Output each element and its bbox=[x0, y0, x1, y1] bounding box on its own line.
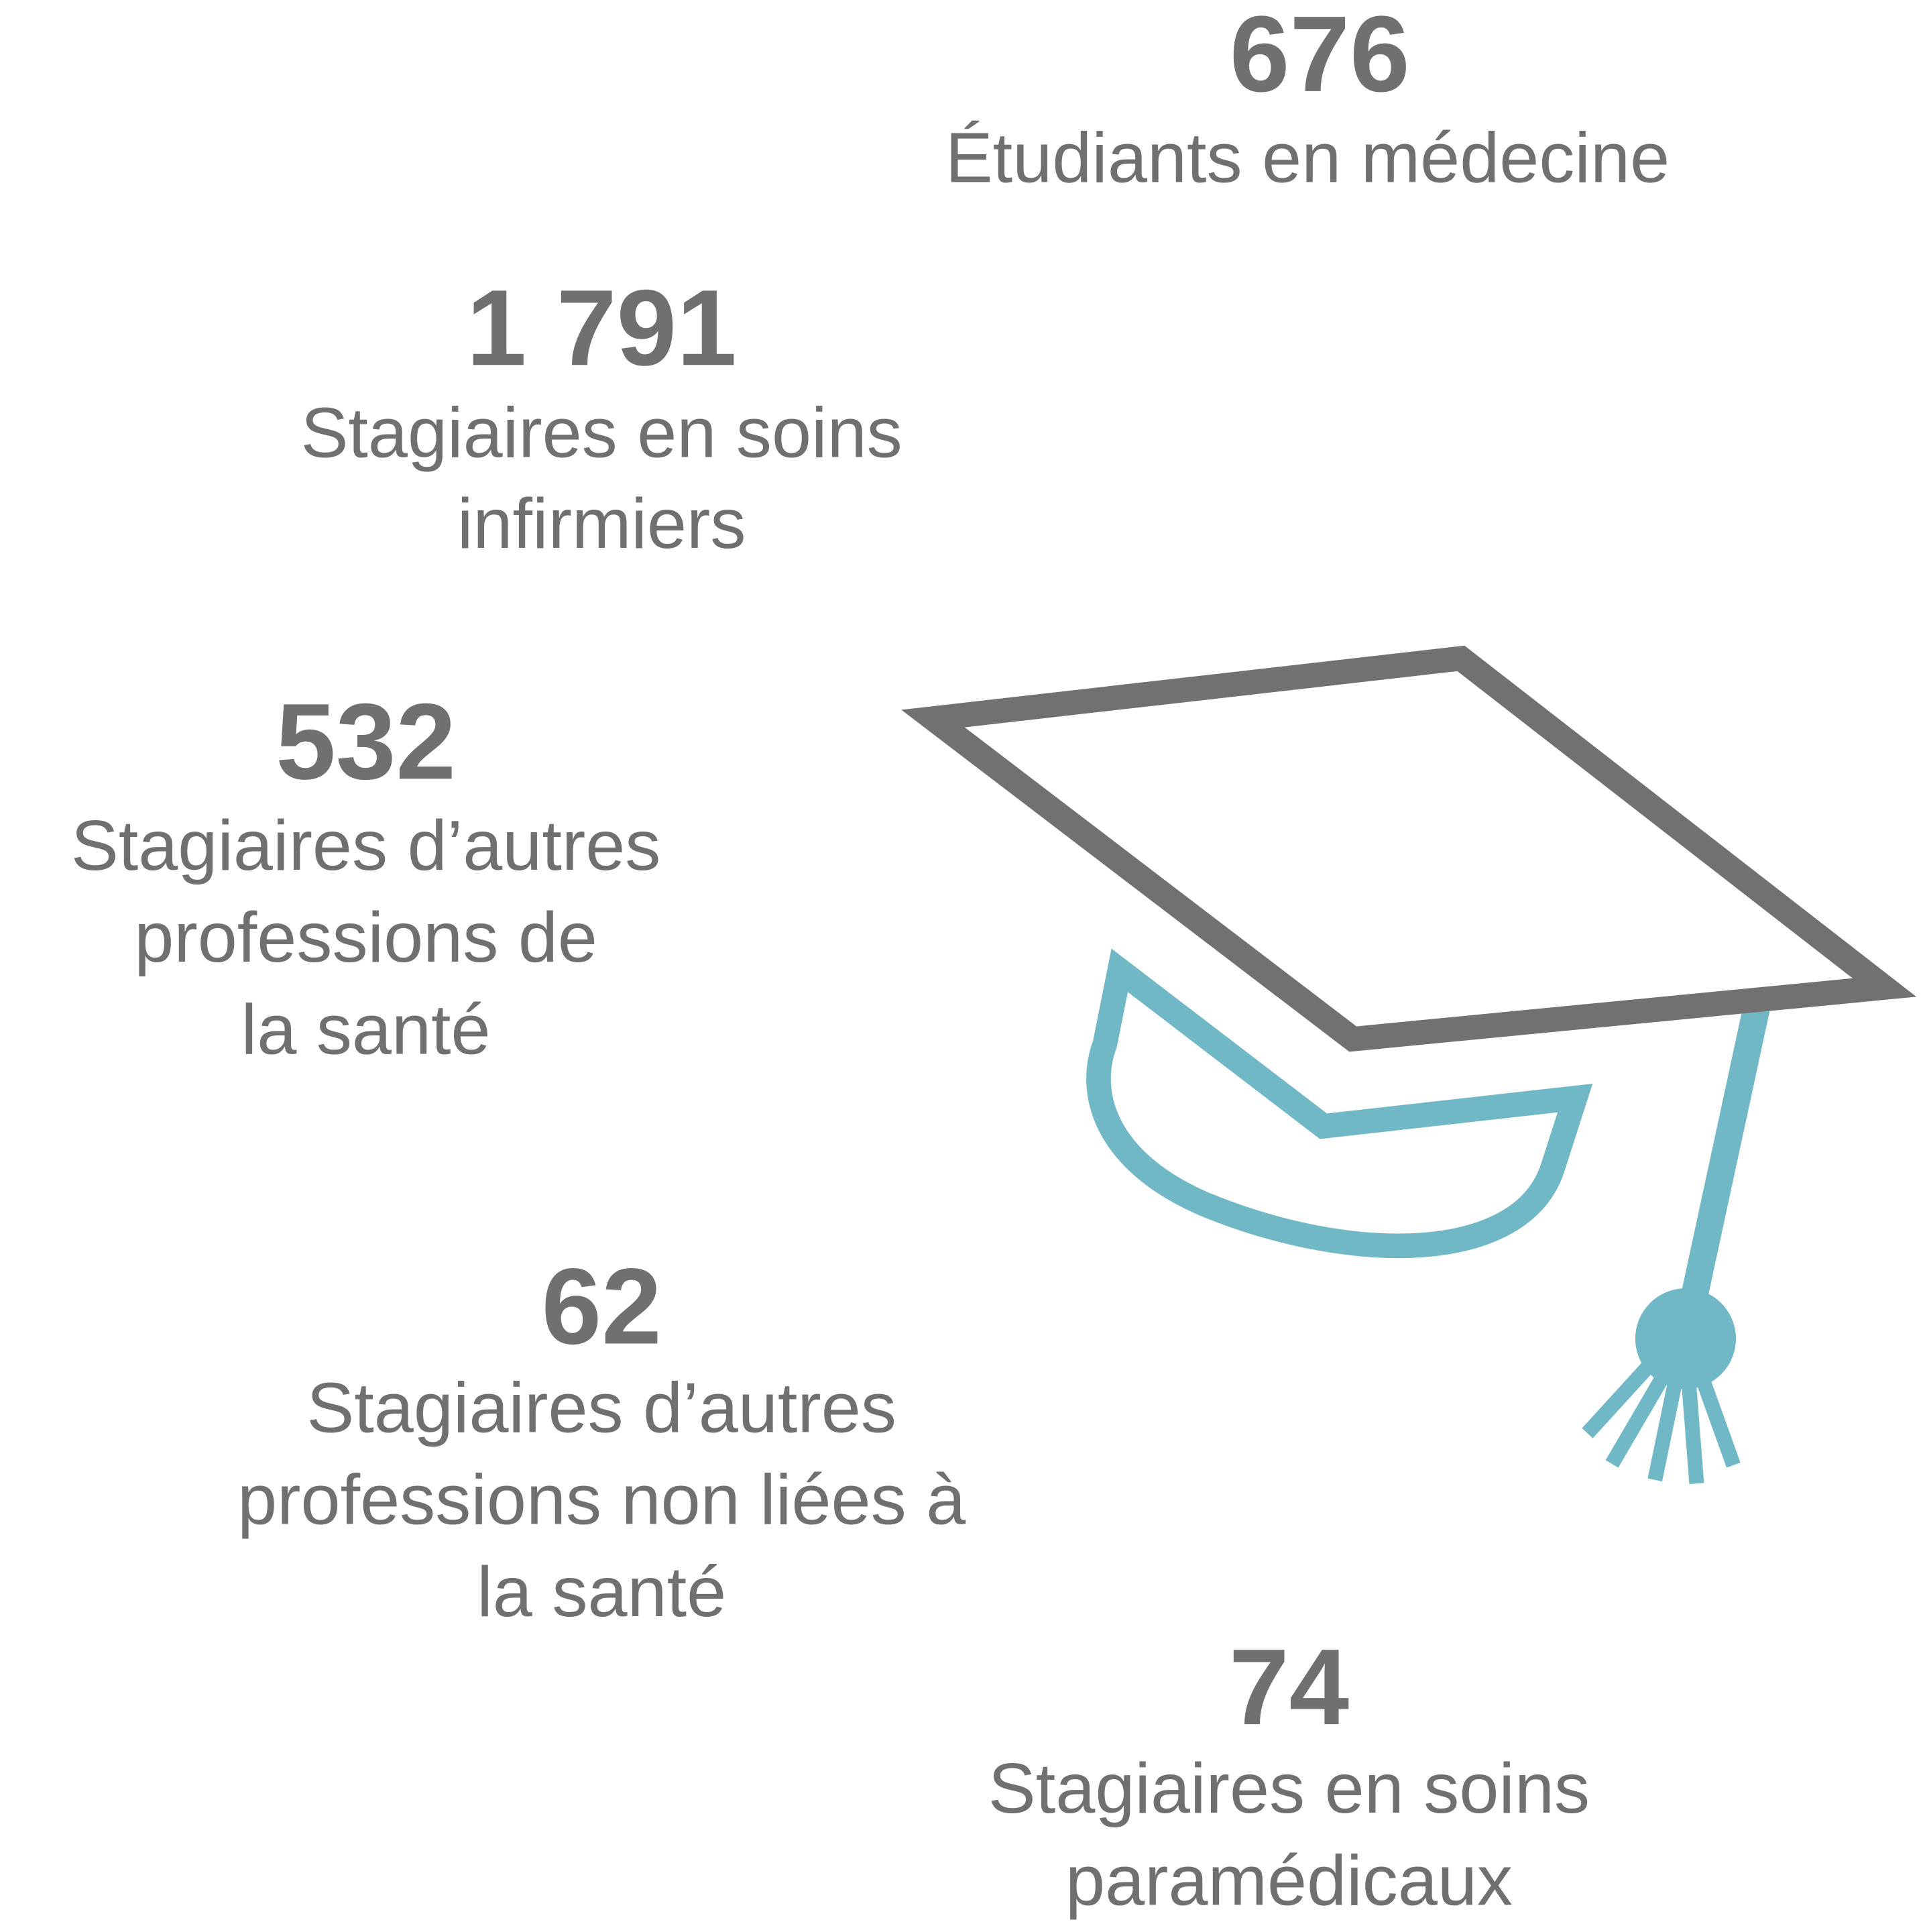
stat-label: Stagiaires en soins bbox=[988, 1748, 1590, 1828]
stat-non-health-trainees: 62 Stagiaires d’autres professions non l… bbox=[237, 1247, 966, 1632]
stat-other-health-trainees: 532 Stagiaires d’autres professions de l… bbox=[71, 681, 660, 1069]
stat-medical-students: 676 Étudiants en médecine bbox=[945, 0, 1670, 197]
stat-label: la santé bbox=[241, 989, 491, 1069]
tassel-knot bbox=[1635, 1288, 1737, 1389]
stat-paramedical-trainees: 74 Stagiaires en soins paramédicaux bbox=[988, 1627, 1590, 1920]
stat-label: paramédicaux bbox=[1065, 1840, 1513, 1920]
stat-value: 62 bbox=[542, 1247, 662, 1367]
stat-label: infirmiers bbox=[457, 484, 746, 563]
stat-label: Stagiaires d’autres bbox=[306, 1367, 896, 1447]
cap-board bbox=[901, 645, 1917, 1052]
stat-label: professions de bbox=[134, 897, 597, 977]
stat-value: 532 bbox=[276, 681, 456, 802]
stat-label: la santé bbox=[477, 1552, 726, 1632]
stat-value: 74 bbox=[1229, 1627, 1349, 1748]
stat-label: Stagiaires d’autres bbox=[71, 805, 660, 885]
stat-value: 1 791 bbox=[467, 268, 737, 388]
stat-value: 676 bbox=[1230, 0, 1410, 115]
stat-label: Étudiants en médecine bbox=[945, 117, 1670, 197]
tassel-cord bbox=[1678, 998, 1771, 1311]
tassel-fringe bbox=[1582, 1358, 1741, 1485]
stat-label: professions non liées à bbox=[237, 1460, 966, 1540]
stat-nursing-trainees: 1 791 Stagiaires en soins infirmiers bbox=[301, 268, 902, 563]
stat-label: Stagiaires en soins bbox=[301, 393, 902, 473]
graduation-cap-icon bbox=[901, 645, 1917, 1485]
cap-visor bbox=[1086, 948, 1593, 1258]
